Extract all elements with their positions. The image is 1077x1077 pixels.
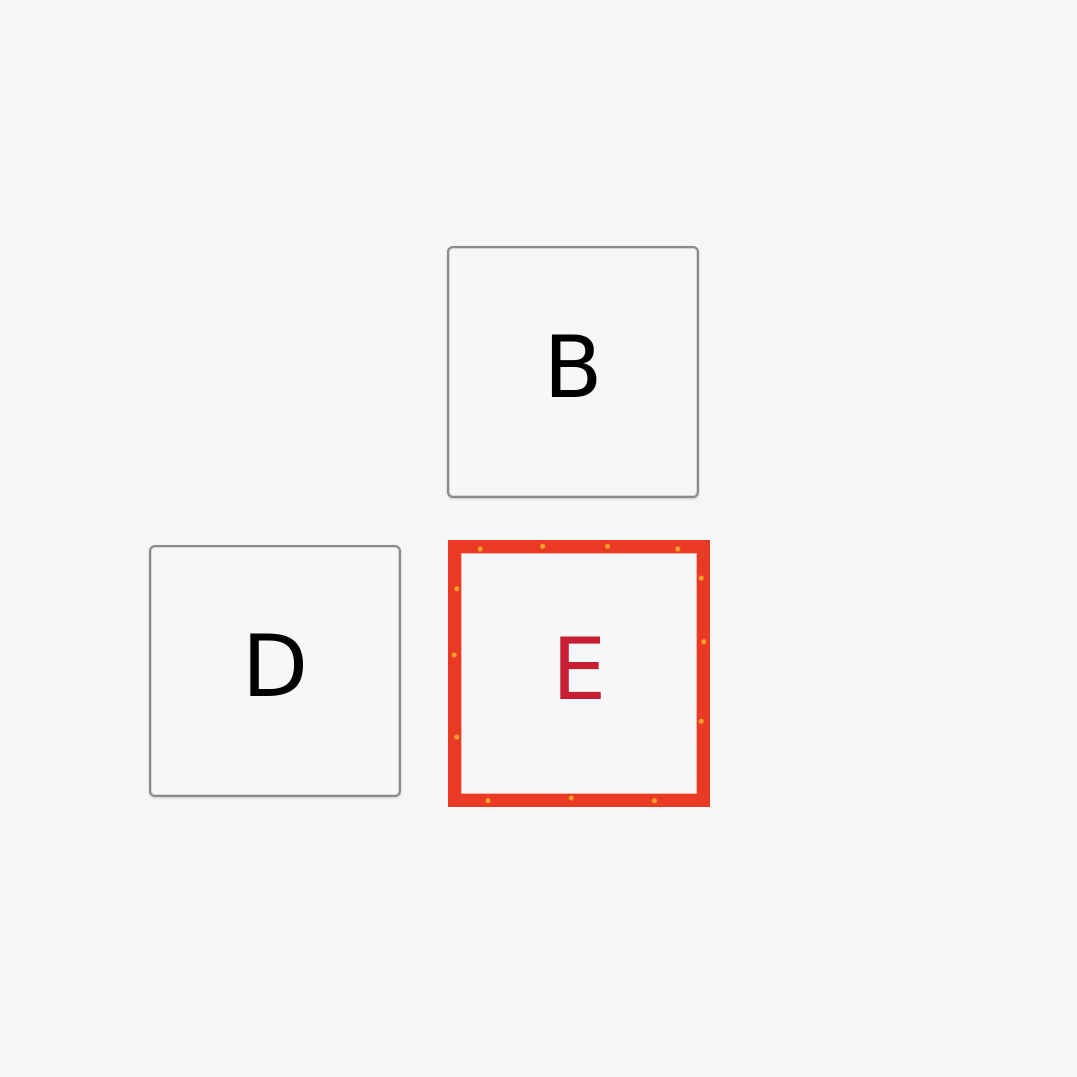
tile-b[interactable]: B: [447, 246, 699, 498]
tile-label: E: [551, 619, 607, 720]
tile-d[interactable]: D: [149, 545, 401, 797]
tile-label: B: [543, 318, 603, 418]
tile-e-highlighted[interactable]: E: [448, 540, 710, 807]
tile-label: D: [241, 617, 309, 717]
